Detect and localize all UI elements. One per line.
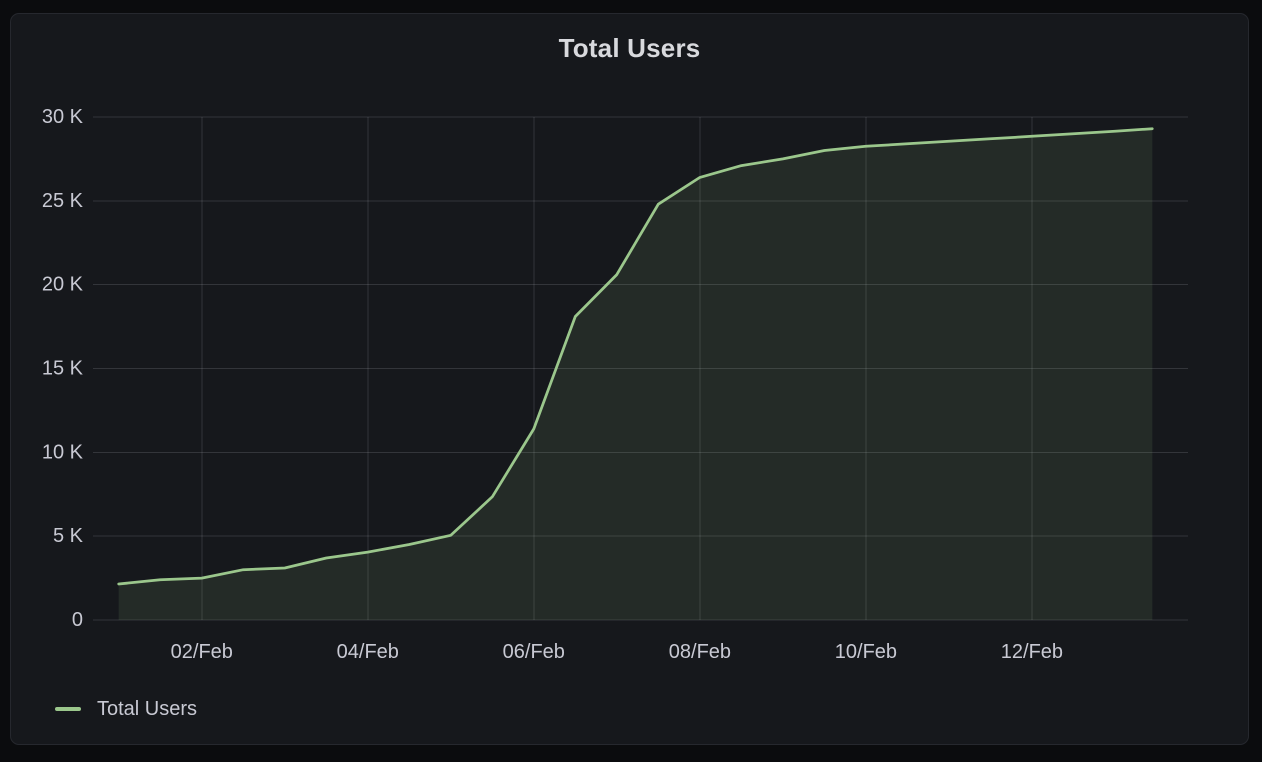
series-line bbox=[117, 127, 1154, 586]
y-axis-tick-label: 30 K bbox=[42, 106, 84, 128]
x-axis-tick-label: 02/Feb bbox=[171, 641, 233, 663]
panel-title[interactable]: Total Users bbox=[558, 33, 701, 63]
total-users-panel: Total Users 0 5 K 10 K 15 K 20 K 25 K 30 K 02/F… bbox=[10, 13, 1249, 745]
y-axis-tick-label: 25 K bbox=[42, 190, 84, 212]
x-axis-tick-label: 10/Feb bbox=[835, 641, 897, 663]
y-axis-tick-label: 5 K bbox=[53, 525, 84, 547]
x-axis-tick-label: 04/Feb bbox=[337, 641, 399, 663]
series-line-marker-icon bbox=[55, 707, 81, 711]
legend-label[interactable]: Total Users bbox=[97, 697, 198, 720]
x-axis-tick-label: 06/Feb bbox=[503, 641, 565, 663]
y-axis-tick-label: 20 K bbox=[42, 274, 84, 296]
x-axis-tick-label: 08/Feb bbox=[669, 641, 731, 663]
legend: Total Users bbox=[55, 696, 197, 722]
series-area-fill bbox=[118, 128, 1153, 620]
legend-item-total-users[interactable]: Total Users bbox=[55, 698, 197, 721]
x-axis-tick-label: 12/Feb bbox=[1001, 641, 1063, 663]
y-axis-tick-label: 10 K bbox=[42, 441, 84, 463]
y-axis-tick-label: 15 K bbox=[42, 358, 84, 380]
y-axis-tick-label: 0 bbox=[72, 609, 83, 631]
time-series-chart[interactable]: 0 5 K 10 K 15 K 20 K 25 K 30 K 02/Feb 04/Feb 06/F… bbox=[11, 14, 1250, 746]
